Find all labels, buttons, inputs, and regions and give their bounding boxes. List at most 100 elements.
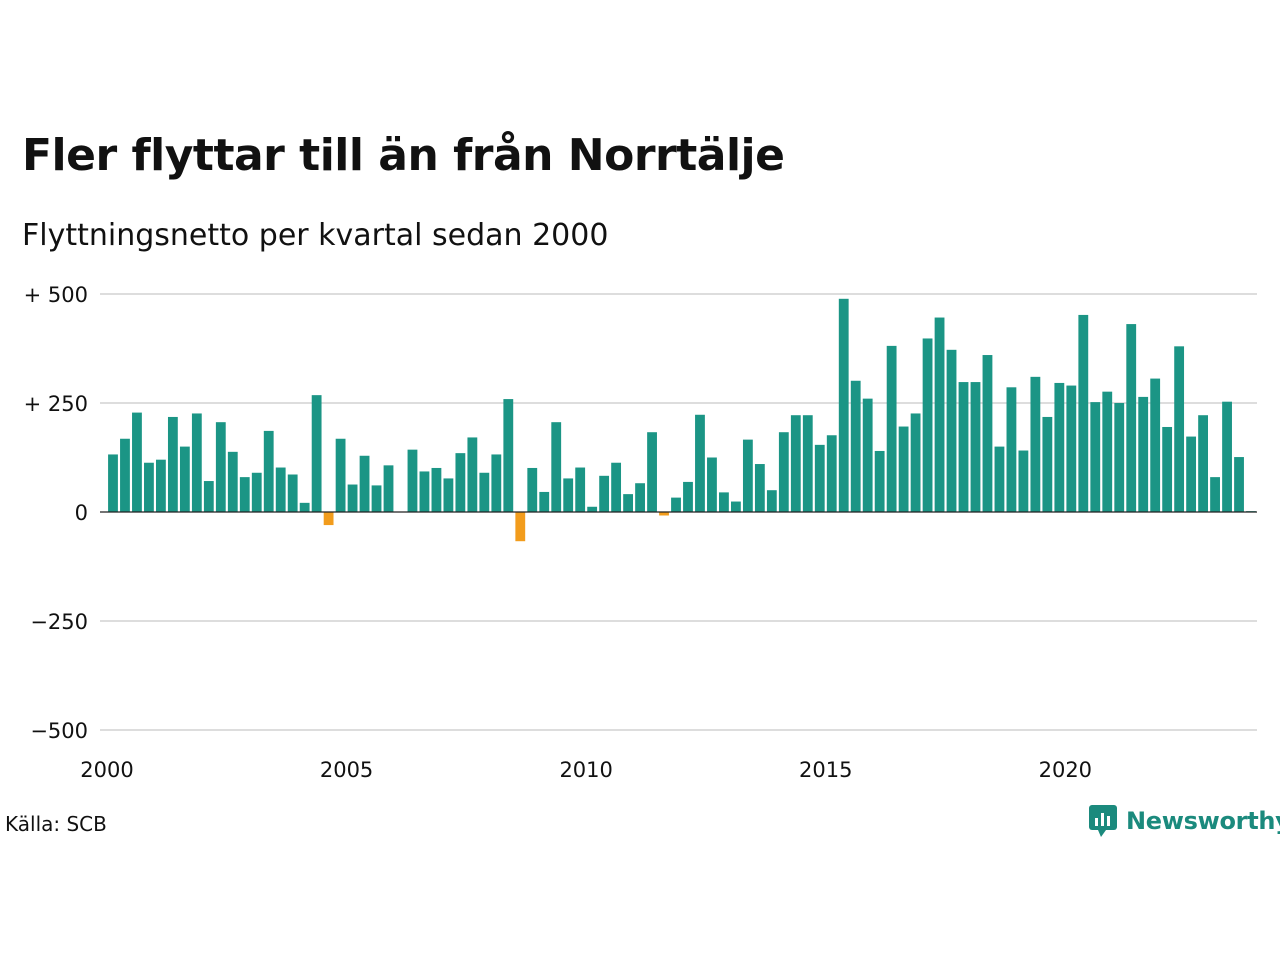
x-tick-label: 2005: [320, 758, 373, 782]
bar: [120, 438, 130, 512]
bar: [443, 478, 454, 512]
bar: [239, 477, 250, 512]
bar: [407, 449, 418, 512]
bar: [934, 317, 945, 512]
bar: [1150, 378, 1161, 512]
bar: [958, 382, 969, 512]
source-note: Källa: SCB: [5, 812, 107, 836]
chart-title: Fler flyttar till än från Norrtälje: [22, 130, 785, 181]
bar: [647, 432, 657, 512]
bar: [479, 472, 490, 512]
bar: [203, 481, 214, 512]
bar: [1042, 416, 1053, 512]
bar: [1078, 314, 1089, 512]
bar: [790, 415, 801, 512]
bar: [719, 492, 729, 512]
bar: [132, 412, 142, 512]
x-tick-label: 2020: [1039, 758, 1092, 782]
bar: [491, 454, 502, 512]
bar: [287, 474, 298, 512]
bar: [311, 395, 322, 512]
bar: [383, 465, 394, 512]
bar: [838, 298, 849, 512]
bar: [503, 399, 514, 512]
bar: [671, 497, 681, 512]
bar: [1006, 387, 1017, 512]
bar: [551, 422, 562, 512]
bar: [742, 439, 753, 512]
bar: [1174, 346, 1185, 512]
bar: [754, 464, 765, 512]
x-tick-label: 2010: [559, 758, 612, 782]
x-axis-labels: 2000 2005 2010 2015 2020: [80, 758, 1092, 782]
bar: [802, 415, 813, 512]
bar: [587, 506, 598, 512]
bar: [635, 483, 645, 512]
bar: [575, 467, 586, 512]
bar: [1126, 324, 1137, 512]
bar: [898, 426, 909, 512]
bar: [659, 512, 669, 516]
bar: [599, 475, 610, 512]
y-tick-label: −250: [30, 610, 88, 634]
bars: [108, 298, 1256, 542]
bar: [1138, 396, 1149, 512]
bar: [467, 437, 478, 512]
bar: [1090, 402, 1101, 512]
bar: [766, 490, 777, 512]
bar: [215, 422, 226, 512]
bar: [431, 467, 442, 512]
bar: [1234, 457, 1244, 512]
bar: [167, 416, 178, 512]
bar: [323, 512, 334, 526]
newsworthy-logo-icon: [1089, 805, 1117, 837]
bar: [179, 446, 190, 512]
chart-subtitle: Flyttningsnetto per kvartal sedan 2000: [22, 218, 609, 253]
bar: [814, 444, 825, 512]
bar: [1018, 450, 1029, 512]
bar-chart: + 500 + 250 0 −250 −500 2000 2005 2010 2015 2020: [24, 283, 1257, 782]
bar: [730, 501, 741, 512]
bar: [1054, 382, 1065, 512]
bar: [1114, 403, 1125, 512]
bar: [335, 438, 346, 512]
bar: [144, 462, 154, 512]
bar: [227, 451, 238, 512]
y-tick-label: 0: [75, 501, 88, 525]
bar: [707, 457, 717, 512]
bar: [1186, 436, 1197, 512]
bar: [515, 512, 526, 542]
bar: [874, 450, 885, 512]
x-tick-label: 2000: [80, 758, 133, 782]
bar: [982, 355, 993, 512]
bar: [922, 338, 933, 512]
bar: [251, 472, 262, 512]
bar: [263, 430, 274, 512]
bar: [1222, 401, 1232, 512]
bar: [695, 414, 705, 512]
bar: [1210, 477, 1220, 512]
bar: [347, 484, 358, 512]
bar: [1162, 426, 1173, 512]
bar: [527, 467, 538, 512]
bar: [371, 485, 382, 512]
bar: [539, 491, 550, 512]
bar: [778, 432, 789, 512]
bar: [155, 459, 166, 512]
bar: [455, 453, 466, 512]
y-axis-labels: + 500 + 250 0 −250 −500: [24, 283, 88, 743]
y-tick-label: + 250: [24, 392, 88, 416]
bar: [108, 454, 118, 512]
bar: [623, 494, 633, 512]
bar: [359, 455, 370, 512]
bar: [1102, 391, 1113, 512]
bar: [611, 462, 622, 512]
brand-name: Newsworthy: [1126, 807, 1280, 835]
bar: [275, 467, 286, 512]
bar: [994, 446, 1005, 512]
bar: [1198, 415, 1208, 512]
bar: [299, 502, 310, 512]
brand-logo[interactable]: Newsworthy: [1088, 804, 1280, 838]
bar: [1030, 376, 1041, 512]
bar: [850, 380, 861, 512]
